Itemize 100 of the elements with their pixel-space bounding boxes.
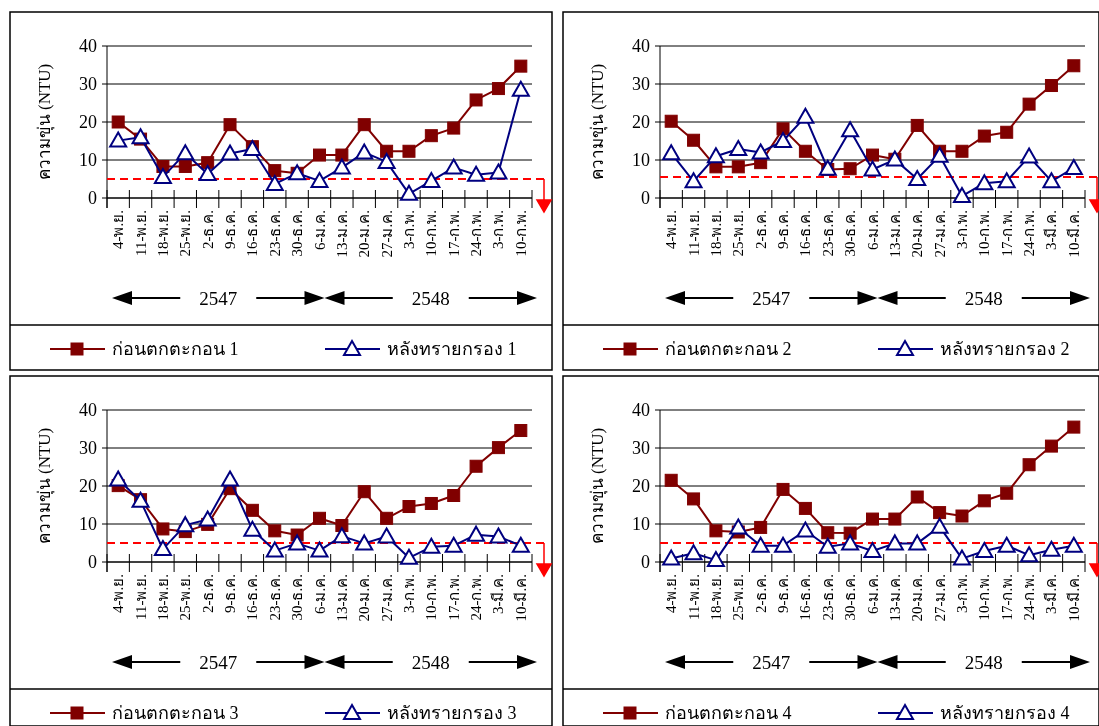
x-tick-label: 30-ธ.ค. (289, 574, 306, 621)
y-tick-label: 20 (632, 476, 650, 496)
point (977, 129, 991, 143)
x-tick-label: 13-ม.ค. (333, 210, 350, 258)
point (153, 540, 172, 557)
x-tick-label: 2-ธ.ค. (199, 574, 216, 613)
x-tick-label: 17-ก.พ. (998, 574, 1015, 621)
x-tick-label: 3-มี.ค. (1043, 210, 1060, 250)
point (1020, 546, 1039, 563)
point (821, 526, 835, 540)
x-tick-label: 27-ม.ค. (378, 574, 395, 622)
point (268, 524, 282, 538)
y-tick-label: 30 (632, 438, 650, 458)
point (798, 501, 812, 515)
x-tick-label: 13-ม.ค. (333, 574, 350, 622)
point (176, 516, 195, 533)
point (684, 544, 703, 561)
point (754, 520, 768, 534)
x-tick-label: 10-ก.พ. (423, 210, 440, 257)
x-tick-label: 20-ม.ค. (356, 210, 373, 258)
point (751, 536, 770, 553)
point (818, 159, 837, 176)
text: 2548 (411, 652, 450, 673)
x-tick-label: 13-ม.ค. (886, 210, 903, 258)
point (422, 171, 441, 188)
y-tick-label: 10 (79, 514, 97, 534)
x-tick-label: 6-ม.ค. (311, 574, 328, 614)
y-tick-label: 0 (641, 188, 650, 208)
point (377, 152, 396, 169)
point (997, 172, 1016, 189)
point (908, 170, 927, 186)
text: 2548 (411, 288, 450, 309)
x-tick-label: 20-ม.ค. (909, 574, 926, 622)
x-tick-label: 3-ก.พ. (400, 210, 417, 249)
point (310, 171, 329, 188)
point (910, 490, 924, 504)
point (863, 541, 882, 558)
y-tick-label: 10 (632, 514, 650, 534)
x-tick-label: 11-พ.ย. (132, 210, 149, 256)
point (355, 534, 374, 551)
point (888, 512, 902, 526)
y-tick-label: 40 (632, 400, 650, 420)
point (796, 107, 815, 124)
x-tick-label: 18-พ.ย. (707, 574, 724, 621)
text: 2547 (199, 652, 238, 673)
point (1064, 158, 1083, 175)
x-tick-label: 25-พ.ย. (177, 574, 194, 621)
text: 2547 (752, 652, 791, 673)
point (977, 494, 991, 508)
x-tick-label: 23-ธ.ค. (819, 574, 836, 621)
point (1000, 486, 1014, 500)
legend-label: ก่อนตกตะกอน 1 (112, 339, 239, 359)
point (469, 459, 483, 473)
y-tick-label: 30 (79, 438, 97, 458)
point (489, 163, 508, 180)
point (245, 503, 259, 517)
x-tick-label: 3-ก.พ. (400, 574, 417, 613)
point (796, 521, 815, 538)
x-tick-label: 24-ก.พ. (468, 574, 485, 621)
point (687, 492, 701, 506)
point (774, 132, 793, 148)
y-tick-label: 40 (79, 36, 97, 56)
x-tick-label: 10-มี.ค. (1065, 210, 1082, 258)
x-tick-label: 2-ธ.ค. (752, 210, 769, 249)
point (841, 121, 860, 138)
point (176, 144, 195, 161)
point (310, 541, 329, 558)
x-tick-label: 24-ก.พ. (1021, 574, 1038, 621)
point (399, 548, 418, 565)
point (997, 536, 1016, 553)
x-tick-label: 23-ธ.ค. (819, 210, 836, 257)
point (198, 165, 217, 182)
x-tick-label: 11-พ.ย. (685, 210, 702, 256)
point (402, 144, 416, 158)
x-tick-label: 9-ธ.ค. (222, 574, 239, 613)
legend-label: ก่อนตกตะกอน 2 (665, 339, 792, 359)
point (684, 172, 703, 189)
y-tick-label: 10 (79, 150, 97, 170)
y-tick-label: 20 (79, 112, 97, 132)
x-tick-label: 13-ม.ค. (886, 574, 903, 622)
x-tick-label: 10-ก.พ. (512, 210, 529, 257)
point (156, 522, 170, 536)
y-tick-label: 0 (88, 188, 97, 208)
point (444, 536, 463, 553)
point (511, 80, 530, 97)
x-tick-label: 3-มี.ค. (490, 574, 507, 614)
point (447, 121, 461, 135)
y-tick-label: 0 (88, 552, 97, 572)
x-tick-label: 9-ธ.ค. (775, 210, 792, 249)
point (109, 470, 128, 487)
x-tick-label: 20-ม.ค. (909, 210, 926, 258)
y-tick-label: 20 (79, 476, 97, 496)
point (930, 146, 949, 163)
y-axis-title: ความขุ่น (NTU) (588, 427, 608, 545)
point (866, 512, 879, 526)
x-tick-label: 30-ธ.ค. (842, 574, 859, 621)
x-tick-label: 25-พ.ย. (730, 210, 747, 257)
point (798, 144, 812, 158)
x-tick-label: 10-ก.พ. (976, 574, 993, 621)
point (933, 506, 947, 520)
